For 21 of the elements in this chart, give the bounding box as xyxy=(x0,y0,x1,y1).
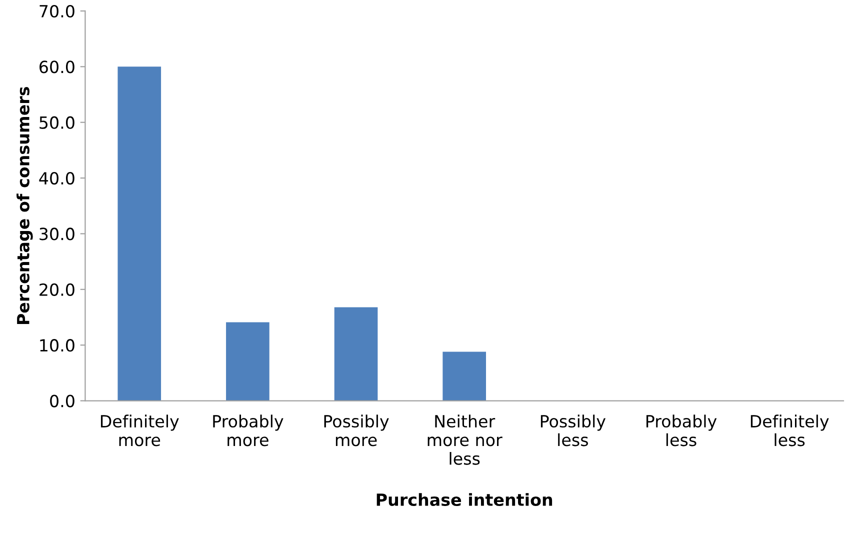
y-tick-label: 50.0 xyxy=(40,116,74,129)
bar xyxy=(334,307,378,401)
x-tick-label: Probably less xyxy=(646,414,717,446)
x-tick-label: Definitely more xyxy=(100,414,179,446)
x-tick-label: Possibly more xyxy=(324,414,389,446)
y-tick-label: 70.0 xyxy=(40,4,74,18)
bar xyxy=(226,322,270,401)
bar xyxy=(442,352,486,401)
y-tick-label: 10.0 xyxy=(40,339,74,352)
x-tick-label: Definitely less xyxy=(750,414,829,446)
bar xyxy=(118,66,162,401)
x-tick-label: Probably more xyxy=(213,414,284,446)
y-tick-label: 0.0 xyxy=(50,394,74,408)
y-axis-title: Percentage of consumers xyxy=(16,87,33,324)
y-tick-label: 30.0 xyxy=(40,228,74,240)
y-tick-label: 60.0 xyxy=(40,60,74,74)
x-tick-label: Possibly less xyxy=(540,414,606,446)
y-tick-label: 40.0 xyxy=(39,172,74,185)
x-tick-label: Neither more nor less xyxy=(428,414,502,465)
x-axis-title: Purchase intention xyxy=(376,493,552,506)
y-tick-label: 20.0 xyxy=(40,283,74,296)
